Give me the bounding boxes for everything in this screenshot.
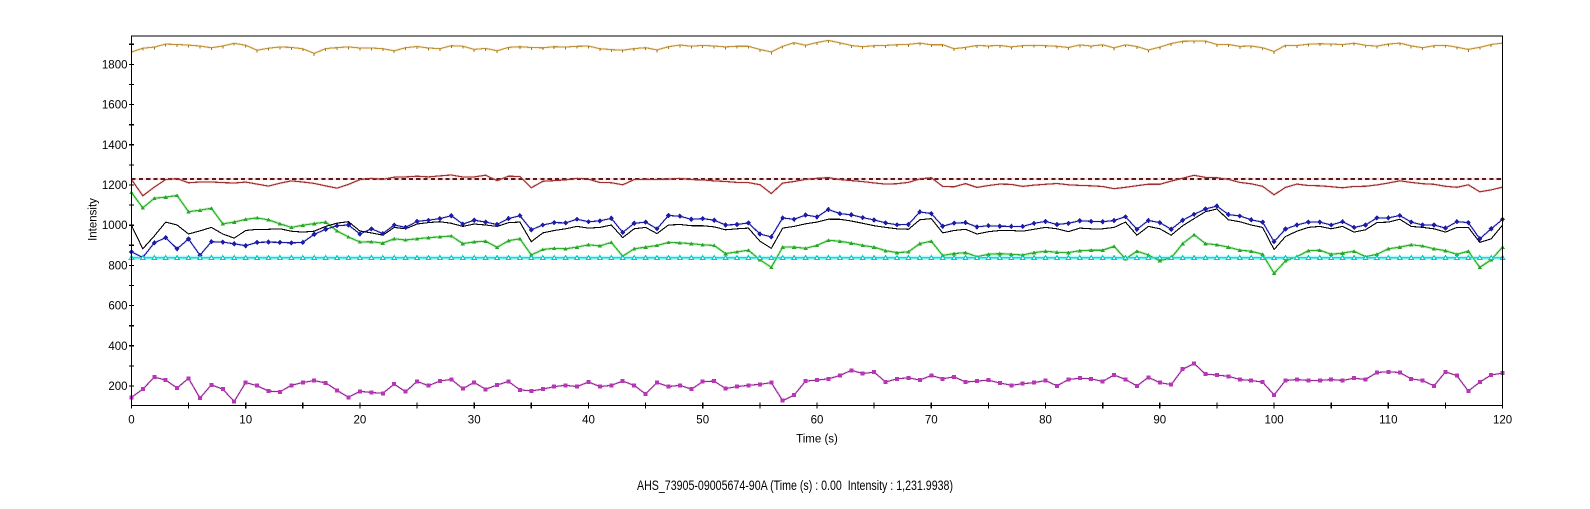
svg-text:1200: 1200	[102, 180, 128, 192]
svg-text:600: 600	[108, 301, 127, 313]
svg-text:20: 20	[354, 415, 367, 427]
svg-text:30: 30	[468, 415, 481, 427]
svg-text:200: 200	[108, 381, 127, 393]
svg-text:50: 50	[696, 415, 709, 427]
svg-text:110: 110	[1379, 415, 1397, 427]
svg-text:400: 400	[108, 341, 127, 353]
svg-text:100: 100	[1265, 415, 1284, 427]
svg-text:1000: 1000	[102, 220, 128, 232]
svg-text:10: 10	[239, 415, 252, 427]
svg-text:70: 70	[925, 415, 938, 427]
svg-text:40: 40	[582, 415, 595, 427]
svg-text:800: 800	[108, 260, 127, 272]
svg-text:1400: 1400	[102, 140, 128, 152]
svg-text:1800: 1800	[102, 59, 128, 71]
svg-text:0: 0	[128, 415, 134, 427]
svg-text:AHS_73905-09005674-90A (Time (: AHS_73905-09005674-90A (Time (s) : 0.00 …	[637, 478, 953, 493]
svg-text:60: 60	[811, 415, 824, 427]
svg-text:Intensity: Intensity	[88, 198, 100, 241]
svg-text:Time (s): Time (s)	[796, 434, 838, 446]
svg-text:80: 80	[1039, 415, 1052, 427]
svg-text:90: 90	[1153, 415, 1166, 427]
svg-text:1600: 1600	[102, 100, 128, 112]
svg-text:120: 120	[1493, 415, 1512, 427]
